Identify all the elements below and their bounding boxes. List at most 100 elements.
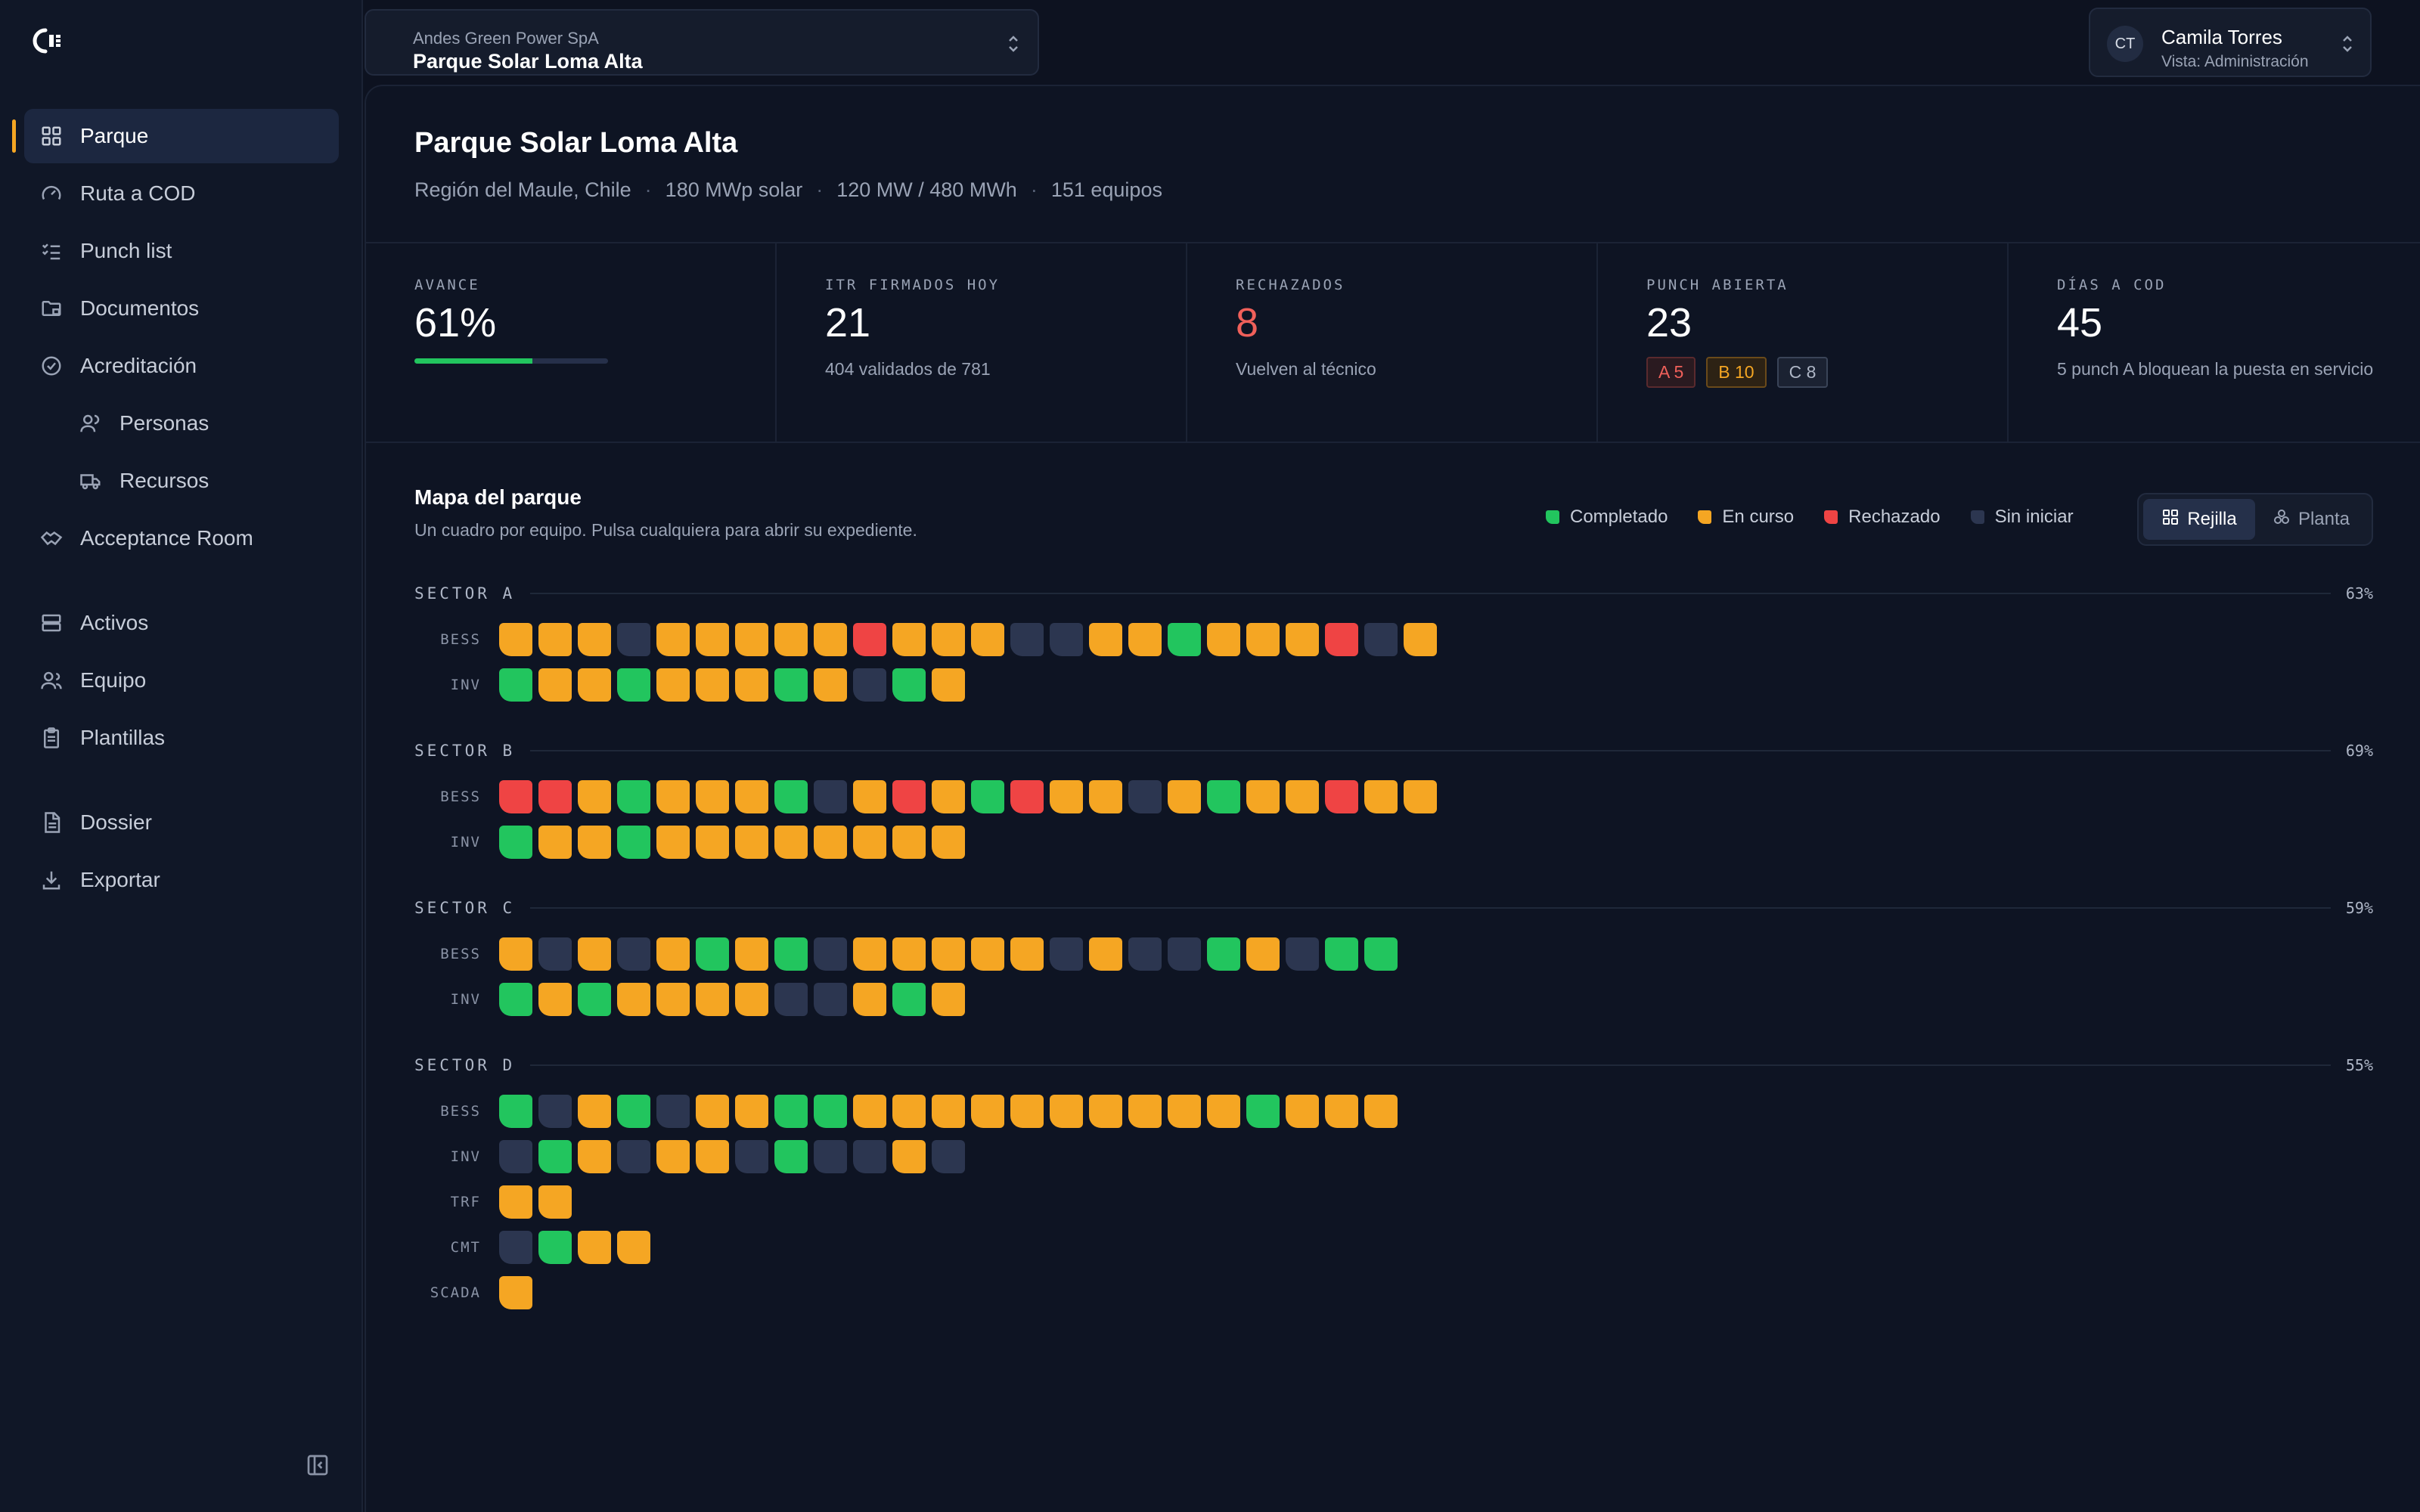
equipment-tile-in-progress[interactable]: [538, 1185, 572, 1219]
equipment-tile-in-progress[interactable]: [1404, 780, 1437, 813]
sidebar-item-equipo[interactable]: Equipo: [24, 653, 339, 708]
equipment-tile-not-started[interactable]: [853, 668, 886, 702]
equipment-tile-in-progress[interactable]: [892, 1095, 926, 1128]
equipment-tile-in-progress[interactable]: [892, 1140, 926, 1173]
equipment-tile-in-progress[interactable]: [971, 623, 1004, 656]
equipment-tile-completed[interactable]: [892, 668, 926, 702]
equipment-tile-in-progress[interactable]: [656, 1140, 690, 1173]
equipment-tile-in-progress[interactable]: [696, 623, 729, 656]
equipment-tile-completed[interactable]: [774, 1140, 808, 1173]
equipment-tile-not-started[interactable]: [499, 1140, 532, 1173]
equipment-tile-in-progress[interactable]: [1246, 780, 1280, 813]
equipment-tile-in-progress[interactable]: [971, 937, 1004, 971]
equipment-tile-in-progress[interactable]: [1128, 1095, 1162, 1128]
equipment-tile-in-progress[interactable]: [932, 983, 965, 1016]
equipment-tile-completed[interactable]: [499, 668, 532, 702]
equipment-tile-not-started[interactable]: [617, 623, 650, 656]
equipment-tile-in-progress[interactable]: [932, 826, 965, 859]
equipment-tile-in-progress[interactable]: [735, 623, 768, 656]
equipment-tile-not-started[interactable]: [617, 1140, 650, 1173]
equipment-tile-not-started[interactable]: [814, 1140, 847, 1173]
equipment-tile-in-progress[interactable]: [932, 623, 965, 656]
equipment-tile-in-progress[interactable]: [735, 780, 768, 813]
equipment-tile-in-progress[interactable]: [1089, 623, 1122, 656]
equipment-tile-completed[interactable]: [774, 937, 808, 971]
equipment-tile-in-progress[interactable]: [735, 937, 768, 971]
equipment-tile-in-progress[interactable]: [1089, 937, 1122, 971]
equipment-tile-in-progress[interactable]: [656, 826, 690, 859]
punch-badge-c[interactable]: C 8: [1776, 357, 1829, 388]
equipment-tile-not-started[interactable]: [538, 1095, 572, 1128]
equipment-tile-in-progress[interactable]: [932, 668, 965, 702]
equipment-tile-not-started[interactable]: [814, 937, 847, 971]
equipment-tile-in-progress[interactable]: [656, 937, 690, 971]
equipment-tile-not-started[interactable]: [1168, 937, 1201, 971]
brand-logo-icon[interactable]: [29, 26, 65, 56]
equipment-tile-in-progress[interactable]: [1128, 623, 1162, 656]
equipment-tile-in-progress[interactable]: [735, 826, 768, 859]
equipment-tile-not-started[interactable]: [1050, 623, 1083, 656]
equipment-tile-not-started[interactable]: [814, 983, 847, 1016]
equipment-tile-rejected[interactable]: [853, 623, 886, 656]
equipment-tile-in-progress[interactable]: [1246, 623, 1280, 656]
equipment-tile-in-progress[interactable]: [892, 826, 926, 859]
equipment-tile-rejected[interactable]: [1325, 780, 1358, 813]
equipment-tile-in-progress[interactable]: [1168, 780, 1201, 813]
equipment-tile-completed[interactable]: [1246, 1095, 1280, 1128]
equipment-tile-not-started[interactable]: [853, 1140, 886, 1173]
equipment-tile-not-started[interactable]: [814, 780, 847, 813]
equipment-tile-in-progress[interactable]: [1246, 937, 1280, 971]
equipment-tile-in-progress[interactable]: [932, 1095, 965, 1128]
equipment-tile-rejected[interactable]: [499, 780, 532, 813]
equipment-tile-in-progress[interactable]: [696, 826, 729, 859]
equipment-tile-completed[interactable]: [499, 983, 532, 1016]
equipment-tile-in-progress[interactable]: [814, 826, 847, 859]
equipment-tile-completed[interactable]: [696, 937, 729, 971]
equipment-tile-in-progress[interactable]: [735, 1095, 768, 1128]
equipment-tile-in-progress[interactable]: [1010, 937, 1044, 971]
equipment-tile-in-progress[interactable]: [1207, 1095, 1240, 1128]
equipment-tile-in-progress[interactable]: [1404, 623, 1437, 656]
view-plant-button[interactable]: Planta: [2255, 499, 2367, 540]
sidebar-item-plantillas[interactable]: Plantillas: [24, 711, 339, 765]
equipment-tile-not-started[interactable]: [774, 983, 808, 1016]
equipment-tile-in-progress[interactable]: [853, 937, 886, 971]
equipment-tile-in-progress[interactable]: [1089, 780, 1122, 813]
equipment-tile-in-progress[interactable]: [538, 983, 572, 1016]
equipment-tile-completed[interactable]: [774, 780, 808, 813]
equipment-tile-rejected[interactable]: [1010, 780, 1044, 813]
sidebar-item-punch-list[interactable]: Punch list: [24, 224, 339, 278]
equipment-tile-in-progress[interactable]: [1089, 1095, 1122, 1128]
equipment-tile-in-progress[interactable]: [696, 780, 729, 813]
equipment-tile-in-progress[interactable]: [656, 623, 690, 656]
equipment-tile-in-progress[interactable]: [735, 668, 768, 702]
equipment-tile-in-progress[interactable]: [617, 983, 650, 1016]
equipment-tile-in-progress[interactable]: [578, 780, 611, 813]
equipment-tile-in-progress[interactable]: [578, 826, 611, 859]
equipment-tile-completed[interactable]: [499, 1095, 532, 1128]
equipment-tile-in-progress[interactable]: [538, 826, 572, 859]
equipment-tile-in-progress[interactable]: [932, 937, 965, 971]
equipment-tile-in-progress[interactable]: [1364, 780, 1398, 813]
equipment-tile-completed[interactable]: [1207, 780, 1240, 813]
equipment-tile-in-progress[interactable]: [499, 1276, 532, 1309]
equipment-tile-completed[interactable]: [617, 1095, 650, 1128]
equipment-tile-not-started[interactable]: [735, 1140, 768, 1173]
collapse-sidebar-icon[interactable]: [306, 1453, 330, 1477]
equipment-tile-not-started[interactable]: [617, 937, 650, 971]
equipment-tile-completed[interactable]: [892, 983, 926, 1016]
equipment-tile-in-progress[interactable]: [696, 983, 729, 1016]
equipment-tile-in-progress[interactable]: [538, 668, 572, 702]
equipment-tile-completed[interactable]: [1207, 937, 1240, 971]
equipment-tile-in-progress[interactable]: [892, 937, 926, 971]
equipment-tile-in-progress[interactable]: [1050, 1095, 1083, 1128]
equipment-tile-not-started[interactable]: [538, 937, 572, 971]
equipment-tile-in-progress[interactable]: [656, 668, 690, 702]
equipment-tile-in-progress[interactable]: [578, 623, 611, 656]
sidebar-item-recursos[interactable]: Recursos: [24, 454, 339, 508]
equipment-tile-in-progress[interactable]: [656, 780, 690, 813]
equipment-tile-completed[interactable]: [814, 1095, 847, 1128]
equipment-tile-completed[interactable]: [578, 983, 611, 1016]
equipment-tile-in-progress[interactable]: [735, 983, 768, 1016]
equipment-tile-in-progress[interactable]: [578, 1231, 611, 1264]
